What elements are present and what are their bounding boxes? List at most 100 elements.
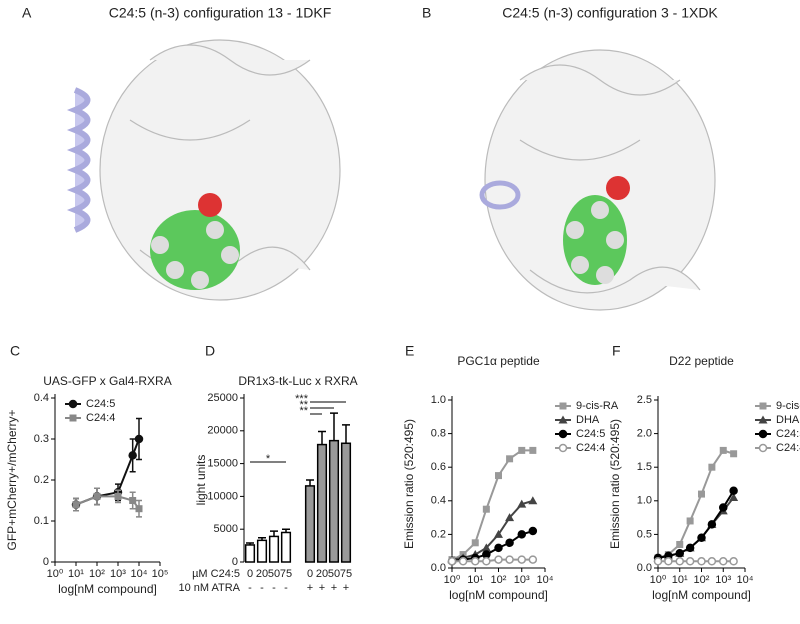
x-tick-label: - xyxy=(260,582,264,594)
marker xyxy=(759,402,767,410)
y-tick-label: 0.0 xyxy=(431,562,446,574)
marker xyxy=(697,557,706,566)
bar xyxy=(280,531,292,563)
y-axis-label: GFP+mCherry+/mCherry+ xyxy=(5,409,19,550)
legend-label: C24:4 xyxy=(776,442,800,454)
x-tick-label: 0 xyxy=(247,568,253,580)
protein-ribbon xyxy=(484,49,716,311)
bar xyxy=(256,539,268,563)
y-tick-label: 0.4 xyxy=(431,495,446,507)
x-tick-label: 10⁰ xyxy=(47,568,64,580)
marker xyxy=(708,463,716,471)
marker xyxy=(135,505,143,513)
y-tick-label: 0 xyxy=(232,556,238,568)
y-tick-label: 1.5 xyxy=(637,461,652,473)
marker xyxy=(447,557,457,566)
marker xyxy=(559,402,567,410)
y-tick-label: 0.6 xyxy=(431,461,446,473)
x-tick-label: 10¹ xyxy=(467,574,483,586)
ligand xyxy=(150,193,240,290)
marker xyxy=(675,548,684,558)
series-line xyxy=(657,490,735,559)
marker xyxy=(729,557,738,566)
y-tick-label: 0.4 xyxy=(34,392,49,404)
y-tick-label: 15000 xyxy=(207,458,238,470)
marker xyxy=(68,399,78,409)
blue-helix xyxy=(479,180,521,210)
x-tick-label: 10² xyxy=(491,574,507,586)
legend-label: DHA xyxy=(576,414,600,426)
x-tick-label: 10³ xyxy=(715,574,731,586)
marker xyxy=(729,486,738,495)
x-tick-label: 0 xyxy=(307,568,313,580)
marker xyxy=(558,443,568,453)
bar xyxy=(340,442,352,563)
marker xyxy=(707,557,717,566)
marker xyxy=(129,497,137,504)
y-tick-label: 5000 xyxy=(214,523,238,535)
marker xyxy=(719,503,728,512)
marker xyxy=(685,543,695,553)
marker xyxy=(505,555,514,564)
row-label: µM C24:5 xyxy=(192,568,240,580)
marker xyxy=(505,538,514,548)
y-axis-label: light units xyxy=(194,455,208,506)
x-tick-label: 10² xyxy=(89,568,105,580)
marker xyxy=(505,513,515,522)
marker xyxy=(529,446,537,454)
y-tick-label: 0.2 xyxy=(431,528,446,540)
marker xyxy=(758,429,768,439)
bar xyxy=(244,544,256,563)
blue-helix xyxy=(66,87,91,233)
bar xyxy=(328,439,340,563)
legend-label: DHA xyxy=(776,414,800,426)
x-tick-label: + xyxy=(307,582,313,594)
significance-label: ** xyxy=(299,399,308,411)
x-tick-label: 10⁴ xyxy=(537,574,554,586)
panel-label: A xyxy=(22,5,32,21)
y-axis-label: Emission ratio (520:495) xyxy=(608,419,622,549)
legend-label: C24:4 xyxy=(86,412,115,424)
y-tick-label: 1.0 xyxy=(637,495,652,507)
x-tick-label: 50 xyxy=(328,568,340,580)
legend-label: C24:5 xyxy=(576,428,605,440)
y-axis-label: Emission ratio (520:495) xyxy=(402,419,416,549)
chart-title: D22 peptide xyxy=(669,354,734,368)
y-tick-label: 2.5 xyxy=(637,394,652,406)
marker xyxy=(558,429,568,439)
marker xyxy=(495,472,502,480)
panel-label: B xyxy=(422,5,431,21)
panel-label: D xyxy=(205,343,215,359)
marker xyxy=(93,492,101,500)
x-tick-label: 10² xyxy=(694,574,710,586)
x-tick-label: 10³ xyxy=(110,568,126,580)
x-tick-label: - xyxy=(272,582,276,594)
significance-label: ** xyxy=(299,405,308,417)
marker xyxy=(730,450,738,458)
marker xyxy=(729,492,739,501)
x-tick-label: 10⁰ xyxy=(444,574,461,586)
legend-label: C24:5 xyxy=(86,398,115,410)
y-tick-label: 0.1 xyxy=(34,515,49,527)
x-tick-label: + xyxy=(343,582,349,594)
significance-label: *** xyxy=(295,393,309,405)
x-tick-label: - xyxy=(284,582,288,594)
marker xyxy=(128,451,137,460)
panel-label: C xyxy=(10,343,20,359)
marker xyxy=(482,557,491,566)
marker xyxy=(518,446,526,454)
x-tick-label: 10⁵ xyxy=(152,568,169,580)
error-bar xyxy=(342,424,350,444)
marker xyxy=(686,517,694,525)
x-tick-label: 10⁴ xyxy=(737,574,754,586)
structure-title: C24:5 (n-3) configuration 3 - 1XDK xyxy=(502,5,718,21)
y-tick-label: 0.5 xyxy=(637,528,652,540)
marker xyxy=(758,443,768,453)
x-tick-label: 10¹ xyxy=(68,568,84,580)
legend-label: 9-cis-RA xyxy=(776,400,800,412)
x-tick-label: 10¹ xyxy=(672,574,688,586)
y-tick-label: 10000 xyxy=(207,490,238,502)
x-tick-label: 50 xyxy=(268,568,280,580)
x-tick-label: - xyxy=(248,582,252,594)
